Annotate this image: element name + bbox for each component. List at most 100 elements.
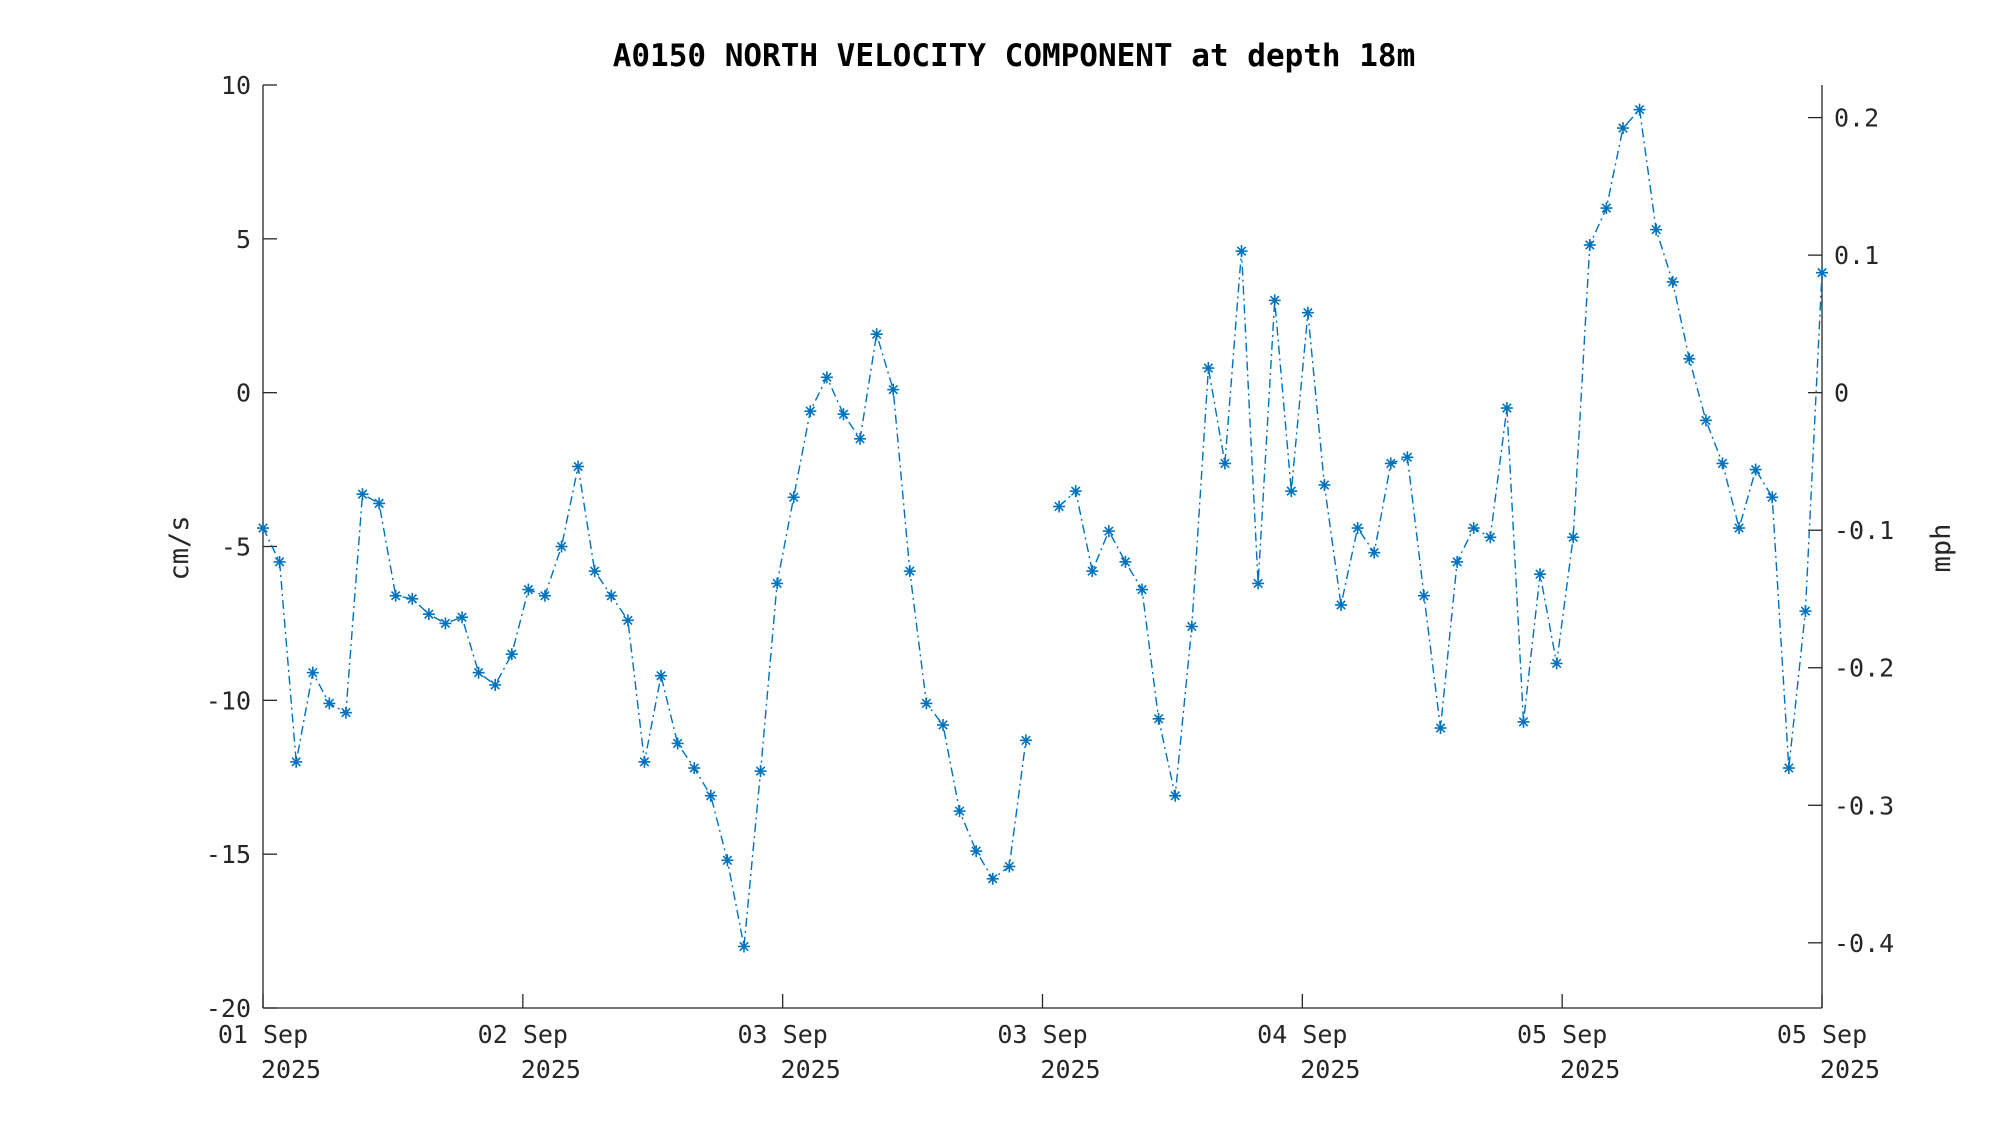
data-point bbox=[854, 432, 867, 445]
data-point bbox=[1335, 598, 1348, 611]
data-point bbox=[754, 765, 767, 778]
data-point bbox=[820, 371, 833, 384]
data-point bbox=[1417, 589, 1430, 602]
y-left-tick-label: -10 bbox=[206, 686, 251, 715]
data-point bbox=[1567, 531, 1580, 544]
data-point bbox=[1202, 362, 1215, 375]
data-point bbox=[339, 706, 352, 719]
data-point bbox=[1799, 605, 1812, 618]
data-point bbox=[1716, 457, 1729, 470]
data-point bbox=[489, 678, 502, 691]
data-point bbox=[538, 589, 551, 602]
y-left-tick-label: -20 bbox=[206, 994, 251, 1023]
data-point bbox=[1650, 223, 1663, 236]
data-point bbox=[1451, 555, 1464, 568]
x-tick-label-day: 02 Sep bbox=[478, 1020, 568, 1049]
data-point bbox=[588, 565, 601, 578]
data-point bbox=[1434, 722, 1447, 735]
y-right-tick-label: 0 bbox=[1834, 379, 1849, 408]
plot-axes: 10 5 0 -5 -10 -15 -20 0.2 0.1 0 -0.1 -0.2 -0.3 -0.4 01… bbox=[206, 71, 1894, 1084]
x-tick-label-year: 2025 bbox=[1560, 1055, 1620, 1084]
data-point bbox=[373, 497, 386, 510]
data-point bbox=[920, 697, 933, 710]
data-point bbox=[1119, 555, 1132, 568]
y-left-tick-label: 0 bbox=[236, 379, 251, 408]
data-point bbox=[356, 488, 369, 501]
data-point bbox=[1318, 478, 1331, 491]
data-point bbox=[1733, 522, 1746, 535]
series-line-1 bbox=[262, 333, 1027, 947]
data-point bbox=[986, 872, 999, 885]
data-point bbox=[870, 328, 883, 341]
x-tick-label-day: 05 Sep bbox=[1777, 1020, 1867, 1049]
data-point bbox=[522, 583, 535, 596]
data-point bbox=[936, 718, 949, 731]
y-left-tick-label: -5 bbox=[221, 533, 251, 562]
y-right-tick-label: -0.1 bbox=[1834, 516, 1894, 545]
data-point bbox=[1086, 565, 1099, 578]
data-point bbox=[837, 408, 850, 421]
data-point bbox=[406, 592, 419, 605]
data-point bbox=[621, 614, 634, 627]
data-point bbox=[1169, 789, 1182, 802]
data-point bbox=[1583, 238, 1596, 251]
x-tick-label-day: 01 Sep bbox=[218, 1020, 308, 1049]
y-right-tick-label: 0.2 bbox=[1834, 104, 1879, 133]
data-point bbox=[1484, 531, 1497, 544]
data-point bbox=[771, 577, 784, 590]
data-point bbox=[1235, 245, 1248, 258]
data-point bbox=[1301, 306, 1314, 319]
data-point bbox=[655, 669, 668, 682]
data-point bbox=[1600, 202, 1613, 215]
data-point bbox=[688, 762, 701, 775]
data-point bbox=[1616, 122, 1629, 135]
data-point bbox=[1019, 734, 1032, 747]
data-point bbox=[472, 666, 485, 679]
data-point bbox=[721, 854, 734, 867]
data-point bbox=[638, 755, 651, 768]
x-tick-label-day: 03 Sep bbox=[738, 1020, 828, 1049]
data-point bbox=[737, 940, 750, 953]
data-point bbox=[1633, 103, 1646, 116]
y-right-tick-label: -0.2 bbox=[1834, 654, 1894, 683]
chart-title: A0150 NORTH VELOCITY COMPONENT at depth … bbox=[613, 38, 1416, 74]
data-point bbox=[1384, 457, 1397, 470]
data-point bbox=[953, 805, 966, 818]
y-left-tick-label: 10 bbox=[221, 71, 251, 100]
data-point bbox=[887, 383, 900, 396]
data-point bbox=[1003, 860, 1016, 873]
data-point bbox=[1136, 583, 1149, 596]
x-tick-label-day: 04 Sep bbox=[1257, 1020, 1347, 1049]
x-tick-label-year: 2025 bbox=[261, 1055, 321, 1084]
data-point bbox=[1185, 620, 1198, 633]
y-right-tick-label: 0.1 bbox=[1834, 241, 1879, 270]
y-right-tick-label: -0.4 bbox=[1834, 929, 1894, 958]
data-point bbox=[1218, 457, 1231, 470]
data-point bbox=[1152, 712, 1165, 725]
data-point bbox=[1550, 657, 1563, 670]
series-line-2 bbox=[1058, 108, 1823, 796]
x-tick-label-year: 2025 bbox=[1820, 1055, 1880, 1084]
data-point bbox=[1401, 451, 1414, 464]
y-axis-right-label: mph bbox=[1926, 524, 1957, 573]
x-tick-label-day: 03 Sep bbox=[997, 1020, 1087, 1049]
x-tick-label-year: 2025 bbox=[1040, 1055, 1100, 1084]
data-point bbox=[257, 522, 269, 535]
data-point bbox=[1517, 715, 1530, 728]
data-point bbox=[456, 611, 469, 624]
data-point bbox=[389, 589, 402, 602]
data-point bbox=[804, 405, 817, 418]
data-point bbox=[1749, 463, 1762, 476]
series-layer bbox=[257, 103, 1828, 953]
data-point bbox=[290, 755, 303, 768]
data-point bbox=[1467, 522, 1480, 535]
data-point bbox=[273, 555, 286, 568]
data-point bbox=[1252, 577, 1265, 590]
x-tick-label-year: 2025 bbox=[781, 1055, 841, 1084]
data-point bbox=[555, 540, 568, 553]
data-point bbox=[605, 589, 618, 602]
data-point bbox=[671, 737, 684, 750]
y-left-tick-label: 5 bbox=[236, 225, 251, 254]
y-left-tick-label: -15 bbox=[206, 840, 251, 869]
